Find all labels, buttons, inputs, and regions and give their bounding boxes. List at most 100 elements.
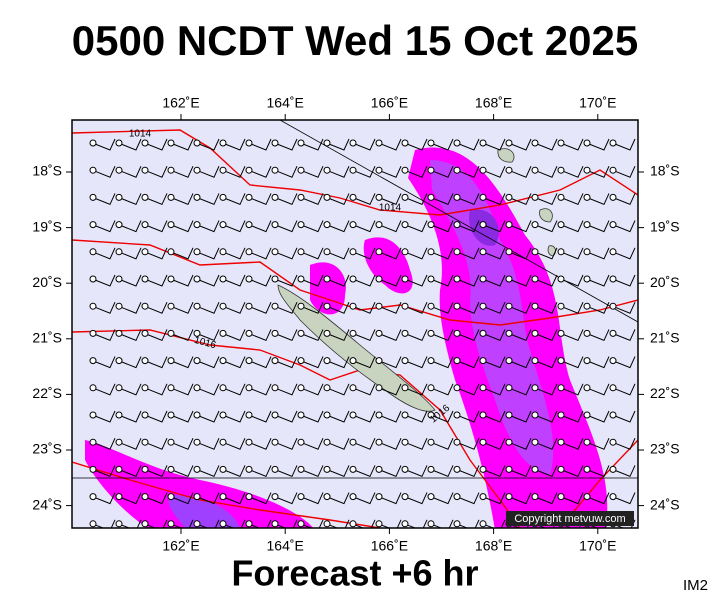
barb-station — [531, 221, 539, 229]
barb-station — [167, 411, 175, 419]
barb-shaft — [224, 329, 246, 342]
wind-barb — [89, 138, 116, 151]
barb-station — [115, 302, 123, 310]
wind-barb — [375, 247, 402, 260]
barb-station — [427, 302, 435, 310]
barb-station — [219, 248, 227, 256]
barb-station — [375, 302, 383, 310]
barb-station — [479, 411, 487, 419]
barb-shaft — [172, 301, 194, 314]
barb-shaft — [224, 193, 246, 206]
barb-station — [531, 329, 539, 337]
barb-shaft — [276, 519, 298, 528]
barb-station — [427, 438, 435, 446]
barb-shaft — [120, 492, 142, 505]
barb-shaft — [406, 356, 428, 369]
wind-barb — [115, 220, 142, 233]
barb-station — [401, 139, 409, 147]
barb-shaft — [172, 193, 194, 206]
wind-barb — [531, 437, 558, 450]
wind-barb — [115, 410, 142, 423]
barb-shaft — [94, 247, 116, 260]
islands — [277, 148, 556, 412]
wind-barb — [297, 247, 324, 260]
barb-shaft — [94, 492, 116, 505]
barb-station — [427, 384, 435, 392]
barb-station — [219, 329, 227, 337]
wind-barb — [401, 519, 428, 528]
barb-shaft — [458, 301, 480, 314]
wind-barb — [219, 329, 246, 342]
wind-barb — [167, 220, 194, 233]
lat-label: 19˚S — [650, 218, 680, 234]
wind-barb — [557, 465, 584, 478]
barb-station — [297, 329, 305, 337]
barb-station — [245, 166, 253, 174]
wind-barb — [531, 383, 558, 396]
barb-station — [583, 275, 591, 283]
barb-shaft — [224, 492, 246, 505]
wind-barb — [583, 274, 610, 287]
barb-station — [115, 166, 123, 174]
barb-station — [609, 384, 617, 392]
barb-station — [427, 275, 435, 283]
barb-station — [453, 139, 461, 147]
barb-shaft — [354, 220, 376, 233]
wind-barb — [557, 165, 584, 178]
barb-shaft — [172, 274, 194, 287]
barb-shaft — [354, 274, 376, 287]
barb-shaft — [302, 138, 324, 151]
wind-barb — [531, 329, 558, 342]
wind-barb — [115, 301, 142, 314]
wind-barb — [375, 465, 402, 478]
barb-station — [115, 438, 123, 446]
wind-barb — [505, 220, 532, 233]
barb-station — [297, 465, 305, 473]
barb-shaft — [614, 437, 636, 450]
barb-shaft — [536, 356, 558, 369]
barb-shaft — [328, 274, 350, 287]
barb-station — [531, 493, 539, 501]
barb-shaft — [406, 193, 428, 206]
barb-shaft — [224, 437, 246, 450]
barb-station — [427, 329, 435, 337]
wind-barb — [219, 247, 246, 260]
barb-station — [323, 193, 331, 201]
barb-shaft — [354, 329, 376, 342]
map-body: 1014 1014 1016 1016 Copyright metvuw.com — [72, 120, 638, 528]
wind-barb — [219, 165, 246, 178]
barb-shaft — [328, 492, 350, 505]
wind-barb — [219, 138, 246, 151]
barb-shaft — [276, 437, 298, 450]
barb-shaft — [588, 247, 610, 260]
barb-station — [401, 166, 409, 174]
wind-barb — [401, 492, 428, 505]
barb-station — [167, 465, 175, 473]
wind-barb — [323, 356, 350, 369]
wind-barb — [427, 519, 454, 528]
barb-station — [89, 493, 97, 501]
barb-station — [583, 329, 591, 337]
barb-shaft — [614, 138, 636, 151]
barb-shaft — [510, 220, 532, 233]
barb-station — [479, 275, 487, 283]
wind-barb — [609, 247, 636, 260]
wind-barb — [583, 465, 610, 478]
barb-shaft — [224, 247, 246, 260]
barb-station — [401, 357, 409, 365]
wind-barb — [479, 437, 506, 450]
wind-barb — [115, 492, 142, 505]
barb-shaft — [458, 410, 480, 423]
barb-station — [271, 221, 279, 229]
wind-barb — [297, 329, 324, 342]
wind-barb — [245, 437, 272, 450]
lat-label: 19˚S — [32, 218, 62, 234]
wind-barb — [89, 247, 116, 260]
wind-barb — [609, 274, 636, 287]
barb-shaft — [302, 165, 324, 178]
barb-shaft — [120, 138, 142, 151]
barb-shaft — [510, 492, 532, 505]
wind-barb — [453, 193, 480, 206]
wind-barb — [271, 437, 298, 450]
barb-shaft — [250, 492, 272, 505]
